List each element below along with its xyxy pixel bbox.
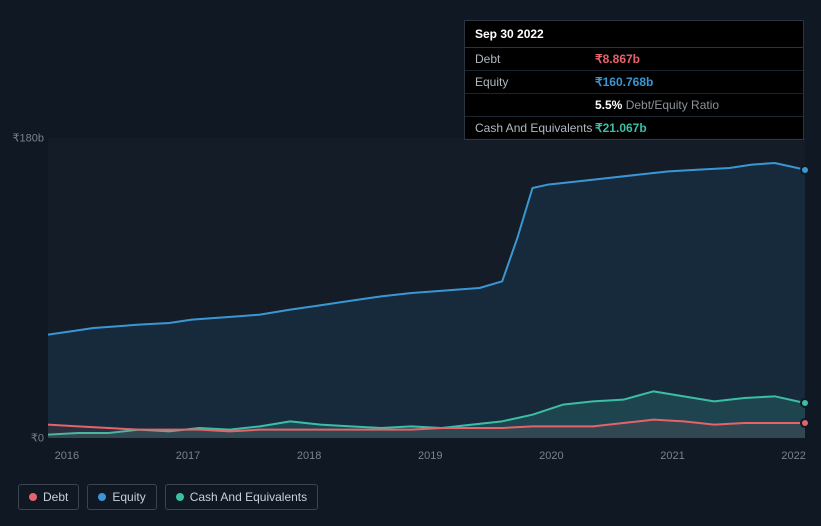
tooltip-row: 5.5% Debt/Equity Ratio — [465, 94, 803, 117]
x-tick-label: 2021 — [660, 450, 684, 462]
tooltip-row-value: ₹160.768b — [595, 75, 653, 89]
x-tick-label: 2017 — [176, 450, 200, 462]
series-end-marker — [800, 398, 810, 408]
legend-item[interactable]: Equity — [87, 484, 156, 510]
legend-swatch-icon — [29, 493, 37, 501]
series-end-marker — [800, 165, 810, 175]
legend-label: Cash And Equivalents — [190, 490, 307, 504]
legend: Debt Equity Cash And Equivalents — [18, 484, 318, 510]
tooltip-row-value: ₹8.867b — [595, 52, 640, 66]
legend-item[interactable]: Cash And Equivalents — [165, 484, 318, 510]
legend-label: Debt — [43, 490, 68, 504]
tooltip-row-value: 5.5% Debt/Equity Ratio — [595, 98, 719, 112]
plot-area — [48, 138, 805, 438]
x-tick-label: 2016 — [55, 450, 79, 462]
legend-item[interactable]: Debt — [18, 484, 79, 510]
y-tick-label: ₹0 — [31, 432, 44, 445]
legend-swatch-icon — [98, 493, 106, 501]
chart: ₹180b₹0 2016201720182019202020212022 — [16, 120, 805, 450]
x-tick-label: 2020 — [539, 450, 563, 462]
tooltip-row-sub: Debt/Equity Ratio — [622, 98, 719, 112]
tooltip-row-label: Debt — [475, 52, 595, 66]
legend-label: Equity — [112, 490, 145, 504]
x-tick-label: 2022 — [781, 450, 805, 462]
tooltip-row: Equity₹160.768b — [465, 71, 803, 94]
x-tick-label: 2018 — [297, 450, 321, 462]
y-tick-label: ₹180b — [13, 132, 44, 145]
tooltip-row-label — [475, 98, 595, 112]
tooltip-date: Sep 30 2022 — [465, 21, 803, 48]
tooltip-row-label: Equity — [475, 75, 595, 89]
x-axis: 2016 2017 2018 2019 2020 2021 2022 — [48, 450, 805, 470]
tooltip-row: Debt₹8.867b — [465, 48, 803, 71]
series-end-marker — [800, 418, 810, 428]
x-tick-label: 2019 — [418, 450, 442, 462]
legend-swatch-icon — [176, 493, 184, 501]
